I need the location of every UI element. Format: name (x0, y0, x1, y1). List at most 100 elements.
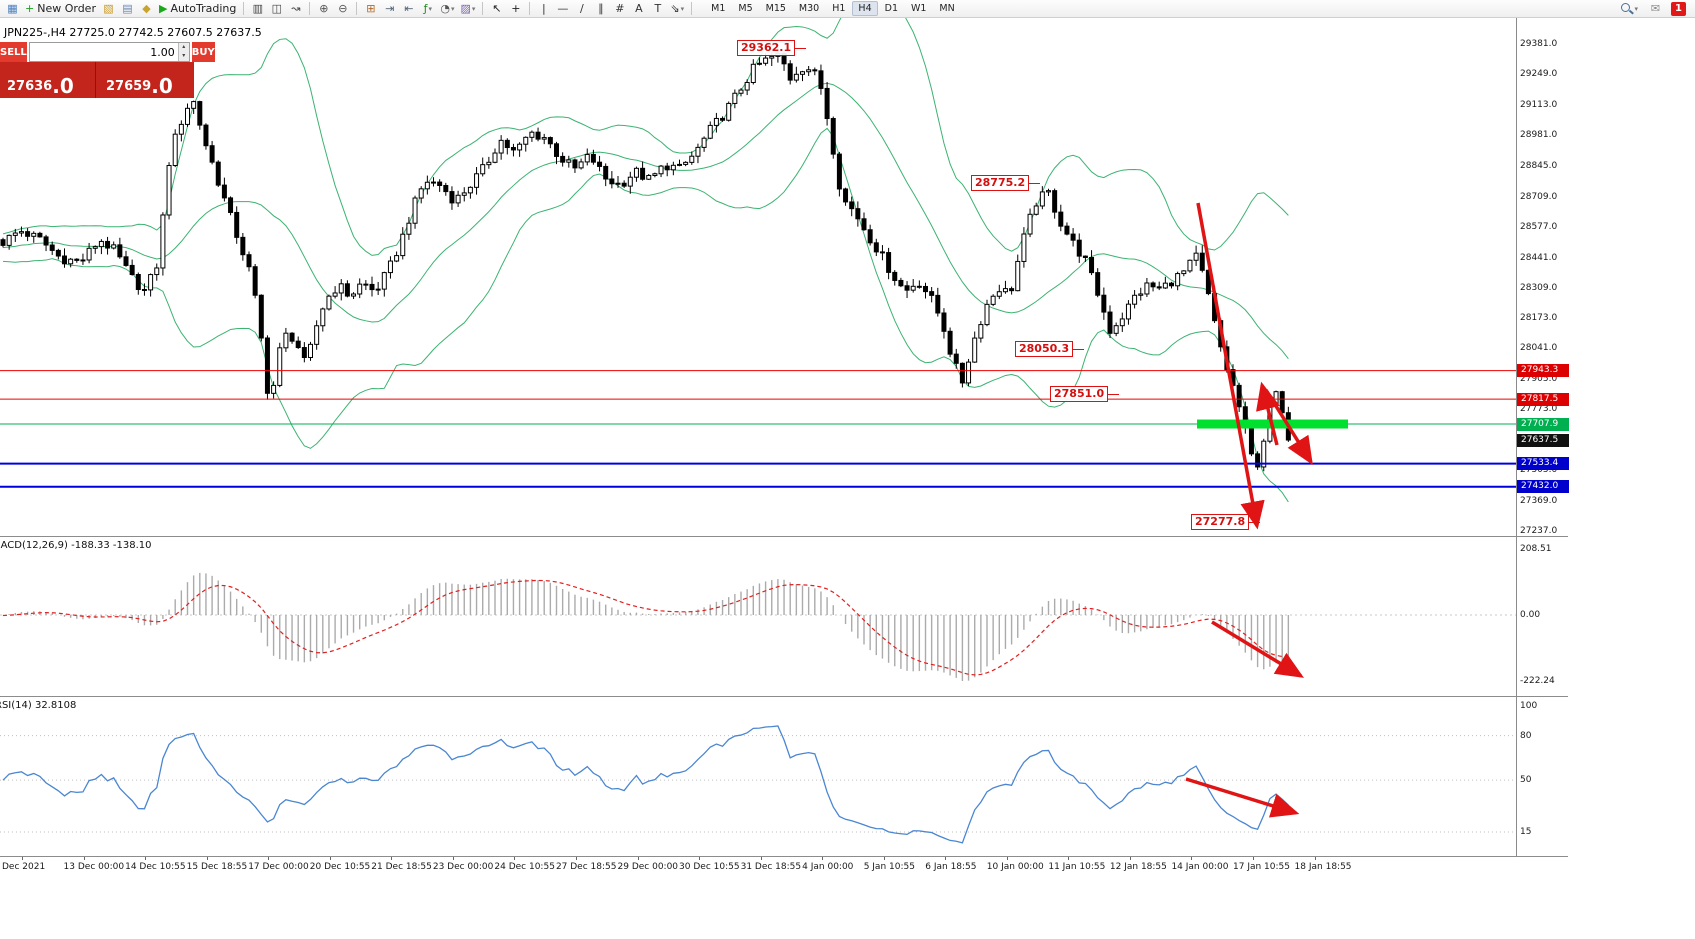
time-tick (1068, 857, 1070, 860)
indicators-icon[interactable]: ƒ ▾ (423, 1, 433, 15)
time-axis-label: 31 Dec 18:55 (740, 862, 802, 872)
time-axis-label: 15 Dec 18:55 (186, 862, 248, 872)
zoom-in-icon[interactable]: ⊕ (319, 1, 329, 15)
chart-window-icon[interactable]: ▦ (7, 1, 18, 15)
price-tag: 27432.0 (1517, 480, 1569, 494)
time-tick (1006, 857, 1008, 860)
toolbar-right-group: ▾ ✉ 1 (1619, 1, 1691, 17)
macd-signal-line (2, 579, 1289, 676)
timeframe-h1[interactable]: H1 (832, 3, 846, 14)
price-callout[interactable]: 28050.3 (1015, 341, 1085, 357)
y-axis-label: 28173.0 (1520, 313, 1558, 324)
buy-price[interactable]: 27659.0 (106, 74, 173, 98)
chart-shift-icon[interactable]: ⇤ (404, 1, 414, 15)
time-tick (1314, 857, 1316, 860)
bar-chart-icon[interactable]: ▥ (252, 1, 264, 15)
zoom-out-icon[interactable]: ⊖ (338, 1, 348, 15)
price-callout[interactable]: 28775.2 (971, 175, 1041, 191)
volume-decrease-button[interactable]: ▾ (178, 52, 189, 61)
trend-arrows (1196, 202, 1313, 530)
time-axis-label: Dec 2021 (2, 862, 46, 872)
label-icon[interactable]: T (654, 1, 662, 15)
timeframe-d1[interactable]: D1 (884, 3, 898, 14)
time-tick (452, 857, 454, 860)
time-tick (391, 857, 393, 860)
price-callout[interactable]: 29362.1 (737, 40, 807, 56)
sell-button[interactable]: SELL (0, 42, 27, 62)
price-callout[interactable]: 27851.0 (1050, 386, 1120, 402)
time-axis[interactable]: Dec 2021 13 Dec 00:00 14 Dec 10:55 15 Dec 1… (0, 857, 1568, 877)
time-tick (1253, 857, 1254, 860)
time-axis-label: 12 Jan 18:55 (1109, 862, 1167, 872)
templates-icon[interactable]: ▨ ▾ (460, 1, 476, 15)
search-icon[interactable]: ▾ (1619, 1, 1640, 17)
notifications-badge[interactable]: 1 (1671, 1, 1686, 16)
y-axis-label: 28981.0 (1520, 129, 1558, 140)
sell-price[interactable]: 27636.0 (0, 62, 96, 98)
time-axis-label: 13 Dec 00:00 (63, 862, 125, 872)
rsi-canvas[interactable] (0, 697, 1516, 857)
autotrading-button[interactable]: ▶ AutoTrading (158, 1, 237, 16)
time-tick (760, 857, 762, 860)
toolbar-separator (243, 2, 245, 15)
profiles-icon[interactable]: ▤ (122, 1, 133, 15)
toolbar-separator (356, 2, 358, 15)
rsi-scale-label: 80 (1520, 730, 1532, 741)
time-axis-label: 10 Jan 00:00 (986, 862, 1044, 872)
channel-icon[interactable]: ∥ (598, 1, 604, 15)
y-axis-label: 28441.0 (1520, 252, 1558, 263)
timeframe-h4[interactable]: H4 (852, 1, 878, 16)
y-axis-label: 28709.0 (1520, 191, 1558, 202)
auto-scroll-icon[interactable]: ⇥ (385, 1, 395, 15)
timeframe-m15[interactable]: M15 (765, 3, 786, 14)
rsi-label: RSI(14) 32.8108 (0, 700, 77, 711)
horizontal-line-icon[interactable]: — (557, 1, 569, 15)
chart-ohlc-title: JPN225-,H4 27725.0 27742.5 27607.5 27637… (4, 26, 262, 39)
mail-icon[interactable]: ✉ (1650, 2, 1661, 15)
chart-window: JPN225-,H4 27725.0 27742.5 27607.5 27637… (0, 18, 1569, 877)
timeframe-mn[interactable]: MN (939, 3, 955, 14)
price-chart-canvas[interactable] (0, 18, 1516, 537)
time-tick (268, 857, 270, 860)
metaeditor-icon[interactable]: ◆ (142, 1, 151, 15)
volume-increase-button[interactable]: ▴ (178, 43, 189, 52)
time-tick (1191, 857, 1193, 860)
y-axis-label: 29113.0 (1520, 99, 1558, 110)
timeframe-w1[interactable]: W1 (910, 3, 927, 14)
volume-input[interactable] (29, 43, 178, 61)
trendline-icon[interactable]: ∕ (580, 1, 584, 15)
macd-panel: MACD(12,26,9) -188.33 -138.10 (0, 537, 1568, 697)
rsi-scale-label: 15 (1520, 827, 1532, 837)
new-chart-icon[interactable]: ▧ (103, 1, 114, 15)
time-axis-label: 24 Dec 10:55 (494, 862, 555, 872)
macd-scale-label: 0.00 (1520, 610, 1541, 620)
bollinger-bands (2, 18, 1289, 503)
timeframe-m30[interactable]: M30 (798, 3, 820, 14)
timeframe-m5[interactable]: M5 (738, 3, 753, 14)
time-tick (883, 857, 885, 860)
candlestick-chart-icon[interactable]: ◫ (271, 1, 283, 15)
macd-scale-label: -222.24 (1520, 676, 1555, 686)
time-tick (329, 857, 331, 860)
crosshair-icon[interactable]: + (511, 1, 521, 15)
new-order-button[interactable]: + New Order (25, 1, 96, 16)
price-callout[interactable]: 27277.8 (1191, 514, 1261, 530)
periods-icon[interactable]: ◔ ▾ (440, 1, 455, 15)
text-icon[interactable]: A (635, 1, 643, 15)
time-axis-label: 17 Jan 10:55 (1233, 862, 1290, 872)
time-tick (514, 857, 516, 860)
price-scale[interactable]: 29381.0 29249.0 29113.0 28981.0 28845.0 28709… (1516, 18, 1569, 857)
y-axis-label: 27237.0 (1520, 526, 1558, 536)
macd-histogram (2, 572, 1290, 681)
macd-canvas[interactable] (0, 537, 1516, 697)
cursor-icon[interactable]: ↖ (492, 1, 502, 15)
timeframe-m1[interactable]: M1 (711, 3, 726, 14)
rsi-line (2, 725, 1289, 844)
vertical-line-icon[interactable]: | (542, 1, 546, 15)
tile-windows-icon[interactable]: ⊞ (366, 1, 376, 15)
fibonacci-icon[interactable]: # (615, 1, 625, 15)
line-chart-icon[interactable]: ↝ (291, 1, 301, 15)
buy-button[interactable]: BUY (191, 42, 215, 62)
arrows-tool-icon[interactable]: ⇘ ▾ (670, 1, 685, 15)
y-axis-label: 29381.0 (1520, 39, 1558, 49)
